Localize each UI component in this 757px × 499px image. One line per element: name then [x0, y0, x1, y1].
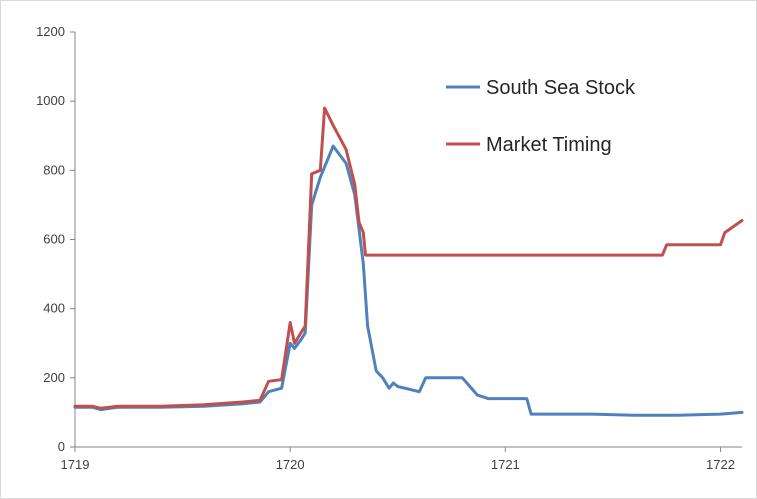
y-tick-label: 200 [43, 370, 65, 385]
y-tick-label: 400 [43, 301, 65, 316]
y-tick-label: 1000 [36, 93, 65, 108]
x-tick-label: 1720 [276, 457, 305, 472]
y-tick-label: 800 [43, 162, 65, 177]
legend-label-market-timing: Market Timing [486, 134, 612, 156]
legend-label-south-sea-stock: South Sea Stock [486, 77, 636, 99]
x-tick-label: 1721 [491, 457, 520, 472]
x-tick-label: 1719 [61, 457, 90, 472]
tick-labels: 0 200 400 600 800 1000 1200 1719 1720 1721 1722 [36, 24, 735, 472]
series-line-market-timing [73, 106, 744, 410]
axes [70, 31, 742, 452]
series-line-south-sea-stock [73, 144, 744, 417]
y-tick-label: 0 [58, 439, 65, 454]
x-tick-label: 1722 [706, 457, 735, 472]
y-tick-label: 1200 [36, 24, 65, 39]
plot-area [73, 106, 744, 417]
y-tick-label: 600 [43, 232, 65, 247]
legend: South Sea Stock Market Timing [446, 77, 636, 156]
